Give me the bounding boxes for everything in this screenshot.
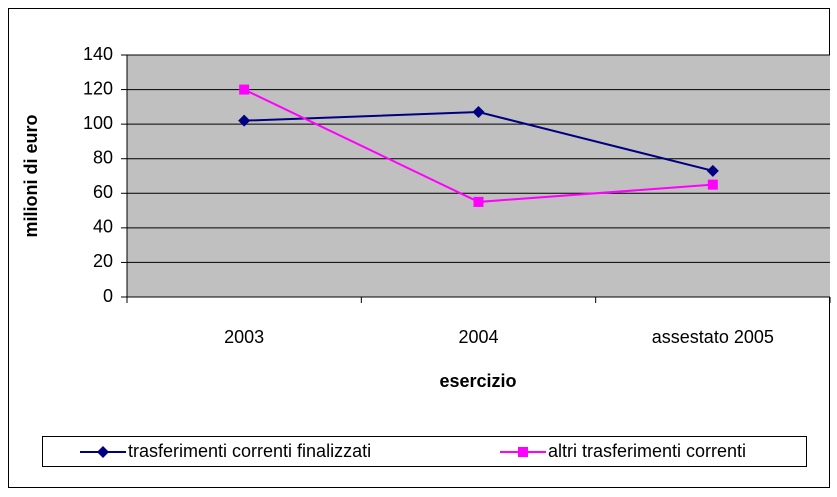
marker [239, 84, 250, 95]
y-tick-label: 100 [83, 113, 113, 133]
x-tick-label: 2004 [458, 327, 498, 347]
marker [472, 106, 485, 119]
y-tick-label: 60 [93, 182, 113, 202]
plot-area [127, 55, 830, 297]
y-tick-label: 20 [93, 251, 113, 271]
y-tick-label: 140 [83, 44, 113, 64]
x-axis-label: esercizio [439, 371, 516, 391]
legend-label: trasferimenti correnti finalizzati [128, 441, 371, 461]
marker [518, 447, 528, 457]
y-tick-label: 120 [83, 78, 113, 98]
marker [238, 114, 251, 127]
legend [42, 436, 807, 467]
marker [473, 196, 484, 207]
x-tick-label: 2003 [224, 327, 264, 347]
marker [97, 446, 109, 458]
y-tick-label: 40 [93, 217, 113, 237]
y-tick-label: 80 [93, 147, 113, 167]
x-tick-label: assestato 2005 [652, 327, 774, 347]
y-tick-label: 0 [103, 286, 113, 306]
y-axis-label: milioni di euro [21, 114, 41, 237]
marker [707, 179, 718, 190]
legend-label: altri trasferimenti correnti [548, 441, 746, 461]
marker [706, 164, 719, 177]
